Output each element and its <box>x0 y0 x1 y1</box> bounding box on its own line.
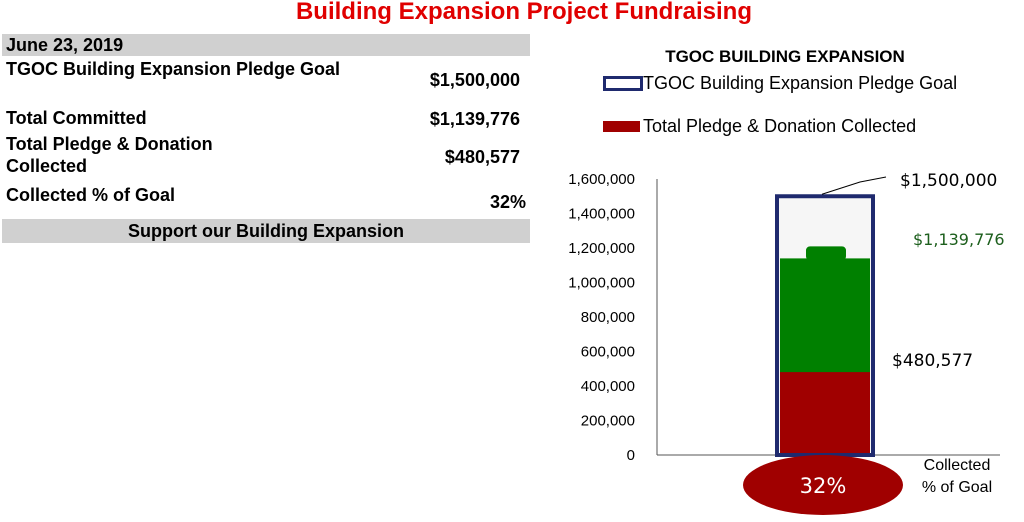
collected-bar <box>780 372 870 455</box>
summary-label-collected: Total Pledge & Donation Collected <box>6 134 213 176</box>
summary-label-goal: TGOC Building Expansion Pledge Goal <box>6 59 341 79</box>
thermometer-bulb <box>743 455 903 515</box>
y-tick-label: 1,400,000 <box>568 206 635 223</box>
y-tick-label: 1,600,000 <box>568 171 635 188</box>
page-title: Building Expansion Project Fundraising <box>295 0 753 25</box>
y-tick-label: 1,200,000 <box>568 240 635 257</box>
support-banner-text: Support our Building Expansion <box>128 221 404 241</box>
legend-swatch-goal <box>603 76 643 91</box>
committed-bar-cap <box>806 246 846 261</box>
summary-value-percent: 32% <box>489 192 526 212</box>
y-tick-label: 0 <box>627 447 635 464</box>
x-category-label-line1: Collected <box>924 457 991 474</box>
committed-value-label: $1,139,776 <box>913 230 1005 249</box>
summary-value-collected: $480,577 <box>444 147 520 167</box>
summary-value-goal: $1,500,000 <box>429 70 520 90</box>
legend-swatch-collected <box>603 121 640 132</box>
percent-label: 32% <box>800 474 847 498</box>
chart-title: TGOC BUILDING EXPANSION <box>665 47 905 66</box>
goal-value-label: $1,500,000 <box>900 171 997 191</box>
x-category-label-line2: % of Goal <box>922 479 992 496</box>
support-banner <box>2 219 530 243</box>
y-tick-label: 400,000 <box>581 378 635 395</box>
summary-label-percent: Collected % of Goal <box>6 185 176 205</box>
y-tick-label: 600,000 <box>581 344 635 361</box>
summary-value-committed: $1,139,776 <box>429 109 520 129</box>
collected-value-label: $480,577 <box>892 351 973 371</box>
y-tick-label: 200,000 <box>581 413 635 430</box>
date-header-bar <box>2 34 530 56</box>
summary-label-committed: Total Committed <box>6 108 147 128</box>
legend-label-collected: Total Pledge & Donation Collected <box>643 116 917 136</box>
goal-bar-outline <box>775 194 875 457</box>
y-tick-label: 1,000,000 <box>568 275 635 292</box>
summary-date: June 23, 2019 <box>6 35 124 55</box>
legend-label-goal: TGOC Building Expansion Pledge Goal <box>643 73 958 93</box>
y-tick-label: 800,000 <box>581 309 635 326</box>
goal-leader-line <box>821 176 887 195</box>
